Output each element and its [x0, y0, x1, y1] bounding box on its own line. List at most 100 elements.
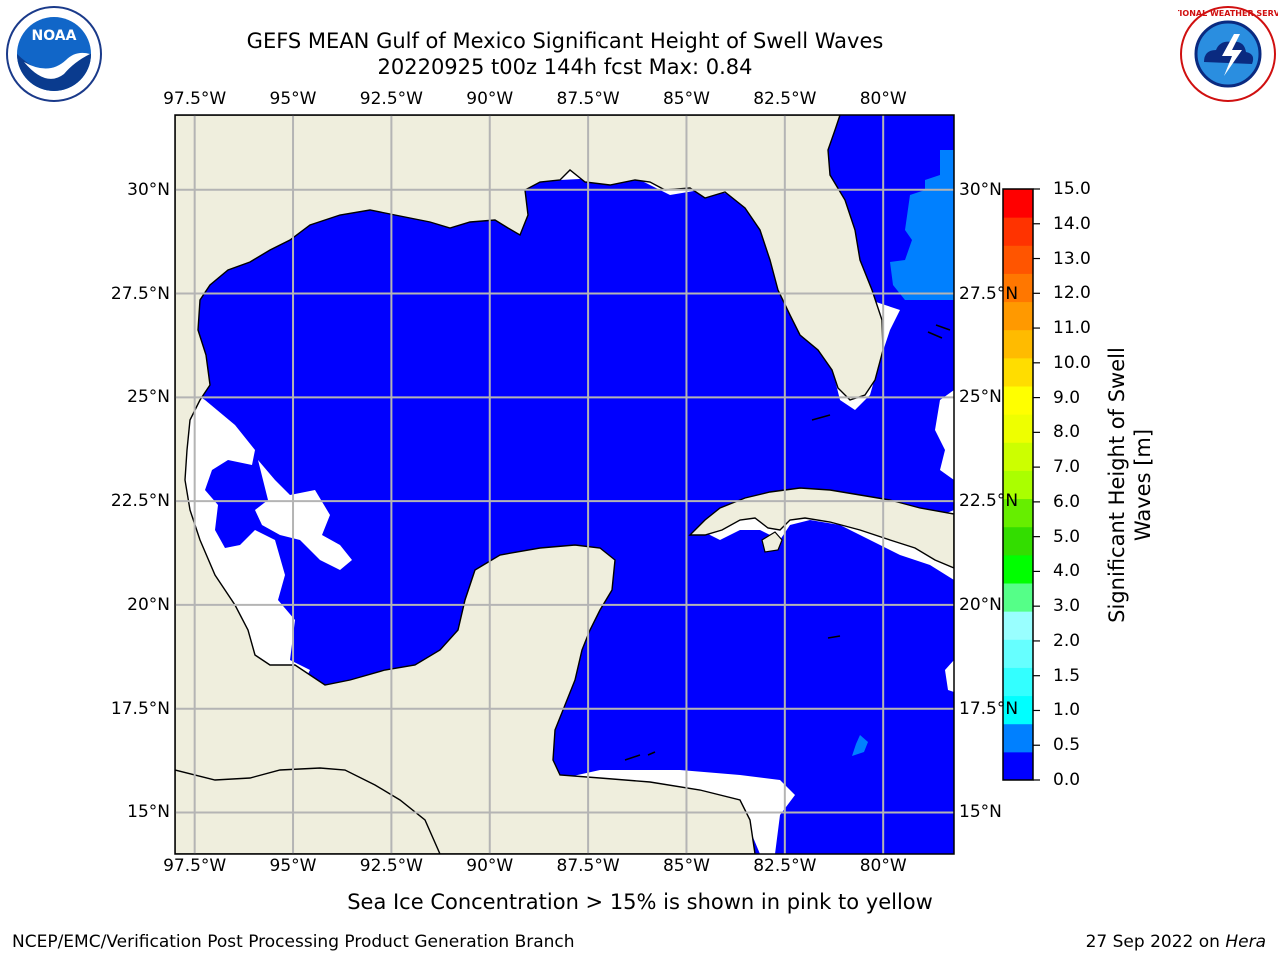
colorbar-tick-label-1: 14.0	[1053, 213, 1091, 234]
colorbar-tick-label-10: 5.0	[1053, 526, 1081, 547]
colorbar-label: Significant Height of Swell Waves [m]	[1105, 347, 1155, 623]
lat-label-left-5: 17.5°N	[110, 698, 170, 719]
lon-label-top-5: 85°W	[662, 89, 710, 109]
colorbar-segment-2	[1003, 695, 1033, 725]
colorbar-segment-0	[1003, 751, 1033, 781]
colorbar-tick-label-0: 15.0	[1053, 179, 1091, 199]
colorbar-segment-3	[1003, 667, 1033, 697]
land-cayman	[827, 635, 841, 639]
noaa-logo: NOAA	[6, 6, 102, 102]
lat-label-left-2: 25°N	[127, 387, 170, 408]
colorbar-segment-1	[1003, 723, 1033, 753]
colorbar-segment-4	[1003, 639, 1033, 668]
footer-date: 27 Sep 2022 on Hera	[1086, 932, 1266, 952]
swell-patch-caribbean	[852, 735, 868, 756]
no-data-zone-bay	[255, 460, 352, 570]
lat-label-right-5: 17.5°N	[959, 698, 1019, 719]
noaa-logo-text: NOAA	[32, 28, 77, 44]
map-frame	[174, 114, 955, 855]
lat-label-right-2: 25°N	[959, 387, 1002, 408]
colorbar-tick-label-15: 1.0	[1053, 700, 1081, 721]
colorbar-tick-label-9: 6.0	[1053, 491, 1081, 512]
lon-label-bottom-0: 97.5°W	[163, 856, 227, 876]
lat-label-left-4: 20°N	[127, 594, 170, 615]
nws-logo-text: NATIONAL WEATHER SERVICE	[1178, 9, 1278, 18]
no-data-zone-central-america	[555, 770, 795, 854]
map-area	[175, 115, 954, 854]
lon-label-top-3: 90°W	[466, 89, 514, 109]
colorbar-tick-label-16: 0.5	[1053, 735, 1081, 756]
lon-label-bottom-3: 90°W	[466, 856, 514, 876]
colorbar-segment-20	[1003, 189, 1033, 218]
lat-label-right-4: 20°N	[959, 594, 1002, 615]
colorbar-segment-8	[1003, 526, 1033, 556]
colorbar-tick-label-4: 11.0	[1053, 318, 1091, 339]
colorbar-segment-13	[1003, 386, 1033, 415]
chart-title: GEFS MEAN Gulf of Mexico Significant Hei…	[246, 29, 884, 53]
footer-machine: Hera	[1225, 932, 1266, 952]
lon-label-top-7: 80°W	[859, 89, 907, 109]
chart-subtitle: 20220925 t00z 144h fcst Max: 0.84	[377, 55, 753, 79]
colorbar-tick-label-3: 12.0	[1053, 283, 1091, 304]
land-honduras-islands	[624, 751, 656, 761]
no-data-zone-east-edge-2	[945, 660, 954, 692]
colorbar-segment-12	[1003, 414, 1033, 443]
lon-label-bottom-7: 80°W	[859, 856, 907, 876]
lat-label-left-0: 30°N	[127, 179, 170, 200]
lon-label-top-0: 97.5°W	[163, 89, 227, 109]
lon-label-bottom-5: 85°W	[662, 856, 710, 876]
lon-label-top-4: 87.5°W	[556, 89, 620, 109]
colorbar-frame	[1002, 188, 1034, 781]
colorbar-segment-9	[1003, 498, 1033, 528]
colorbar-segment-10	[1003, 470, 1033, 500]
lat-label-left-1: 27.5°N	[110, 283, 170, 304]
lat-label-right-1: 27.5°N	[959, 283, 1019, 304]
colorbar-segment-7	[1003, 554, 1033, 584]
colorbar-segment-6	[1003, 583, 1033, 612]
nws-logo: NATIONAL WEATHER SERVICE	[1178, 6, 1278, 102]
no-data-zone-western-gulf	[175, 380, 310, 690]
lat-label-left-3: 22.5°N	[110, 491, 170, 512]
footer-branch: NCEP/EMC/Verification Post Processing Pr…	[12, 932, 575, 952]
colorbar-segment-11	[1003, 442, 1033, 471]
colorbar-segment-19	[1003, 217, 1033, 246]
colorbar-segment-15	[1003, 329, 1033, 359]
colorbar-tick-label-11: 4.0	[1053, 561, 1081, 582]
lat-label-right-3: 22.5°N	[959, 491, 1019, 512]
lon-label-top-6: 82.5°W	[753, 89, 817, 109]
land-bahamas	[927, 324, 951, 339]
lon-label-bottom-1: 95°W	[269, 856, 317, 876]
colorbar-tick-label-14: 1.5	[1053, 665, 1081, 686]
land-isle-of-youth	[761, 531, 783, 553]
colorbar-segment-17	[1003, 273, 1033, 303]
no-data-zone-east-edge	[935, 390, 954, 480]
colorbar-tick-label-2: 13.0	[1053, 248, 1091, 269]
lon-label-top-1: 95°W	[269, 89, 317, 109]
colorbar-segment-18	[1003, 245, 1033, 274]
lon-label-top-2: 92.5°W	[359, 89, 423, 109]
lon-label-bottom-2: 92.5°W	[359, 856, 423, 876]
lon-label-bottom-4: 87.5°W	[556, 856, 620, 876]
colorbar	[1003, 188, 1040, 781]
gridlines	[175, 115, 954, 854]
colorbar-tick-label-8: 7.0	[1053, 457, 1081, 478]
swell-band-atlantic	[890, 150, 954, 300]
colorbar-tick-label-17: 0.0	[1053, 770, 1081, 790]
colorbar-tick-label-13: 2.0	[1053, 630, 1081, 651]
colorbar-segment-14	[1003, 357, 1033, 387]
sea-ice-note: Sea Ice Concentration > 15% is shown in …	[347, 890, 933, 914]
lat-label-right-6: 15°N	[959, 802, 1002, 823]
lat-label-right-0: 30°N	[959, 179, 1002, 200]
colorbar-tick-label-12: 3.0	[1053, 596, 1081, 617]
land-cuba	[688, 487, 954, 569]
land-keys	[811, 414, 831, 421]
lat-label-left-6: 15°N	[127, 802, 170, 823]
colorbar-tick-label-7: 8.0	[1053, 422, 1081, 443]
lon-label-bottom-6: 82.5°W	[753, 856, 817, 876]
colorbar-tick-label-6: 9.0	[1053, 387, 1081, 408]
footer-date-text: 27 Sep 2022 on	[1085, 932, 1226, 952]
colorbar-tick-label-5: 10.0	[1053, 352, 1091, 373]
colorbar-segment-5	[1003, 611, 1033, 640]
colorbar-segment-16	[1003, 301, 1033, 331]
